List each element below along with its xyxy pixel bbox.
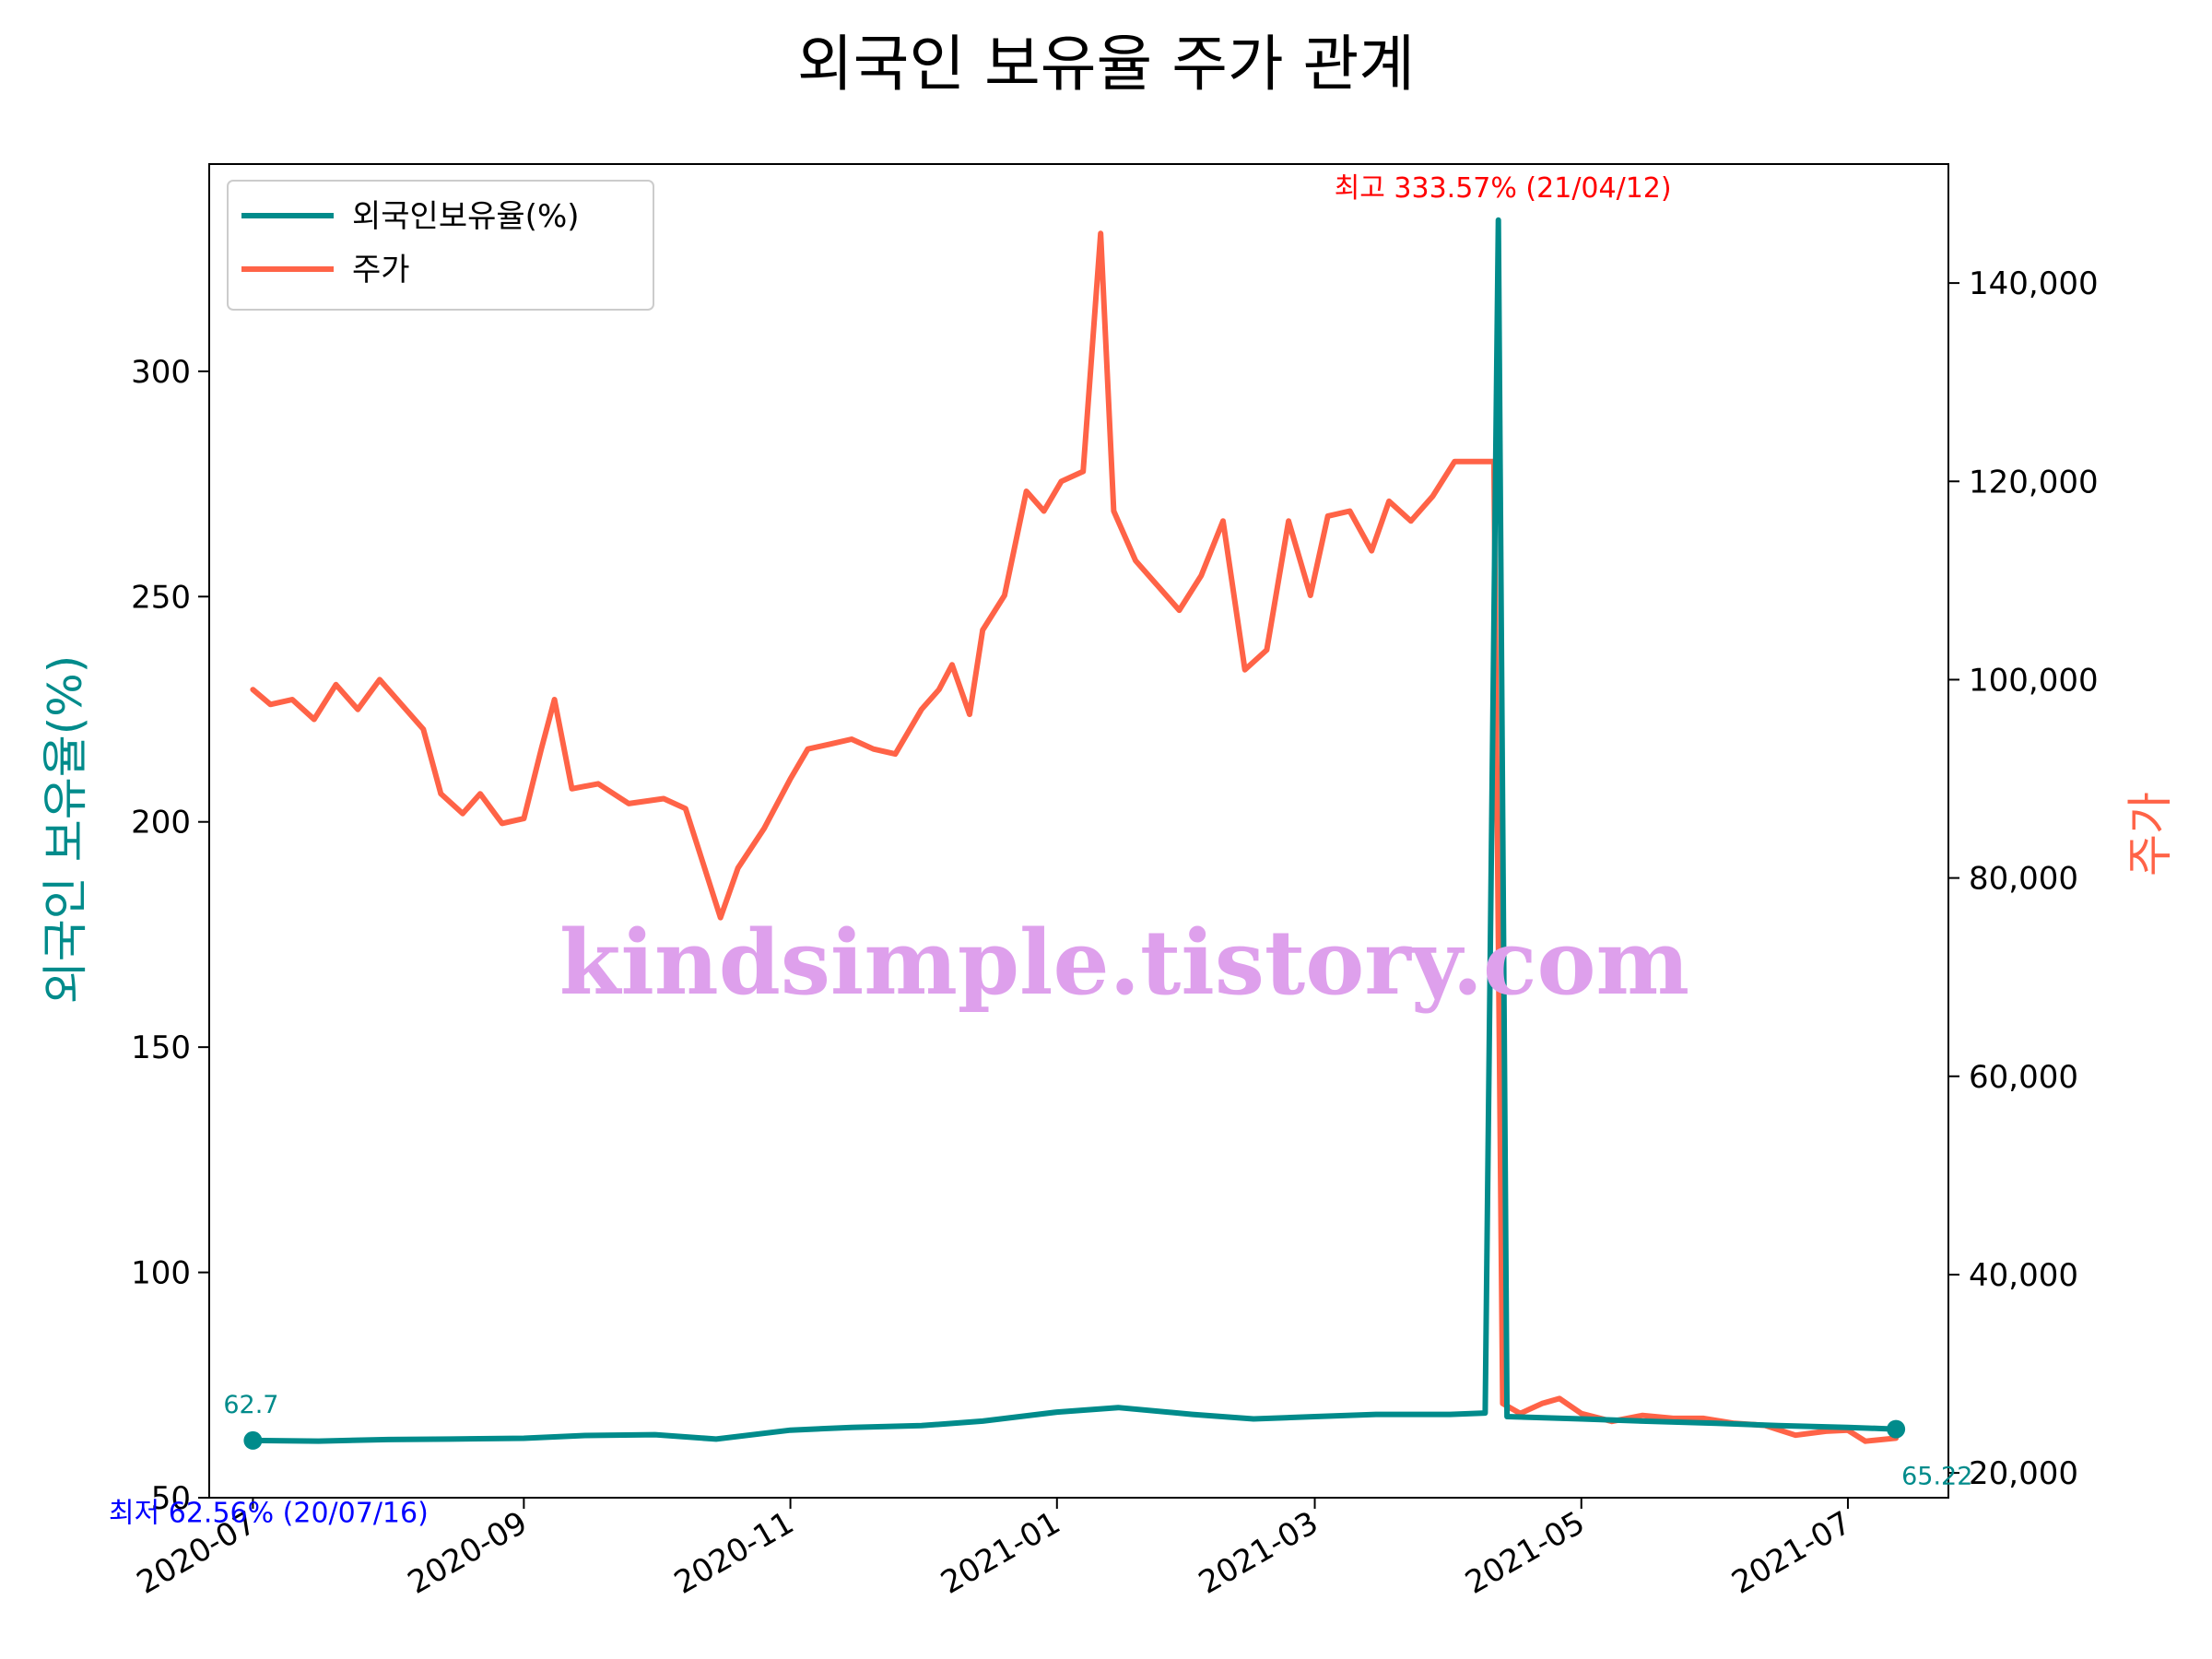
y-left-tick-label: 200	[131, 805, 191, 841]
watermark: kindsimple.tistory.com	[559, 911, 1689, 1015]
y-axis-right-label: 주가	[2124, 792, 2177, 877]
legend-label-ownership: 외국인보유율(%)	[352, 198, 580, 235]
y-right-tick-label: 140,000	[1969, 265, 2099, 302]
y-left-tick-label: 150	[131, 1030, 191, 1066]
legend-box	[227, 180, 654, 311]
y-right-tick-label: 20,000	[1969, 1455, 2078, 1492]
series-line-price	[250, 230, 1900, 1444]
start-point-marker	[243, 1430, 263, 1450]
y-axis-left: 50 100 150 200 250 300	[131, 354, 209, 1517]
y-right-tick-label: 60,000	[1969, 1059, 2078, 1096]
y-left-tick-label: 250	[131, 579, 191, 616]
annotation-layer: 62.7 65.22 최고 333.57% (21/04/12) 최저 62.56% …	[109, 172, 1972, 1530]
series-layer	[250, 217, 1900, 1444]
y-axis-right: 20,000 40,000 60,000 80,000 100,000 120,000 14…	[1948, 265, 2099, 1492]
min-annotation-label: 최저 62.56% (20/07/16)	[109, 1498, 429, 1530]
y-left-tick-label: 100	[131, 1255, 191, 1292]
chart-title: 외국인 보유율 주가 관계	[797, 29, 1415, 100]
end-point-marker	[1887, 1419, 1906, 1439]
y-left-tick-label: 50	[151, 1480, 191, 1517]
legend-label-price: 주가	[352, 252, 410, 288]
plot-frame	[208, 163, 1949, 1499]
legend: 외국인보유율(%) 주가	[227, 180, 654, 311]
y-left-tick-label: 300	[131, 354, 191, 391]
y-axis-left-label: 외국인 보유율(%)	[39, 655, 92, 1004]
end-value-label: 65.22	[1901, 1463, 1972, 1491]
max-annotation-label: 최고 333.57% (21/04/12)	[1335, 172, 1672, 205]
y-right-tick-label: 40,000	[1969, 1257, 2078, 1294]
series-line-ownership	[250, 217, 1900, 1444]
start-value-label: 62.7	[223, 1391, 278, 1419]
y-right-tick-label: 80,000	[1969, 861, 2078, 898]
y-right-tick-label: 120,000	[1969, 464, 2099, 500]
y-right-tick-label: 100,000	[1969, 662, 2099, 699]
